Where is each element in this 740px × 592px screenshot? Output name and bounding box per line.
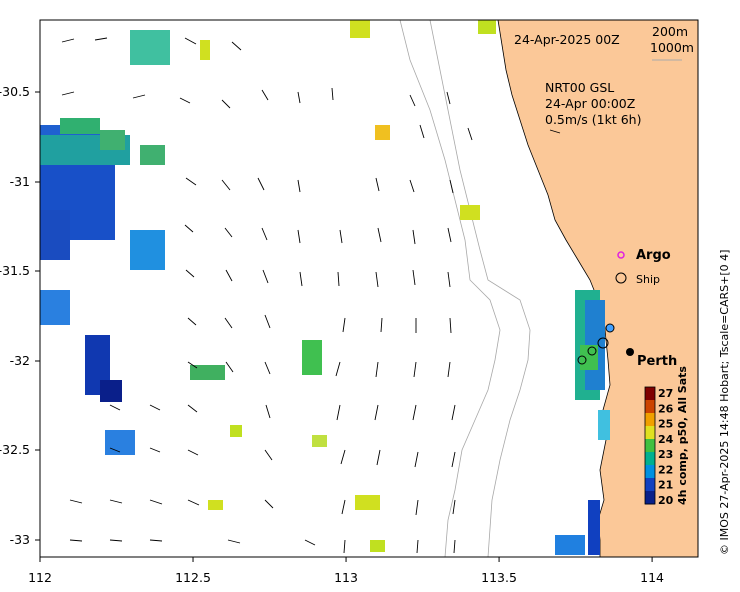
contour-200m [399,19,501,558]
colorbar-tick-label: 24 [658,433,674,446]
colorbar-swatch [645,400,655,414]
current-time: 24-Apr 00:00Z [545,96,635,111]
ship-icon [615,272,627,284]
colorbar-swatch [645,387,655,401]
y-tick-label: -31.5 [0,263,30,278]
colorbar-tick-label: 25 [658,418,673,431]
y-tick-label: -33 [10,532,30,547]
colorbar-tick-label: 23 [658,448,673,461]
credit-text: © IMOS 27-Apr-2025 14:48 Hobart; Tscale=… [718,250,731,555]
x-tick-label: 112 [28,570,52,585]
x-tick-label: 113.5 [481,570,517,585]
colorbar-tick-label: 20 [658,494,674,507]
current-arrows [61,37,561,554]
contour-1000m-label: 1000m [650,40,694,55]
colorbar-border [644,386,656,505]
y-tick-label: -31 [10,174,30,189]
y-tick-label: -32.5 [0,442,30,457]
y-tick-label: -30.5 [0,84,30,99]
colorbar-tick-label: 22 [658,463,673,476]
colorbar-tick-label: 21 [658,479,673,492]
ship-legend-label: Ship [636,273,660,286]
sst-data [40,20,610,555]
x-tick-label: 114 [640,570,664,585]
argo-legend-label: Argo [636,248,671,263]
colorbar-swatch [645,439,655,453]
colorbar-swatch [645,478,655,492]
argo-icon [617,251,625,259]
colorbar-title: 4h comp, p50, All Sats [676,366,689,505]
perth-label: Perth [637,354,677,369]
perth-marker [626,348,634,356]
colorbar-swatch [645,426,655,440]
colorbar-tick-label: 26 [658,402,674,415]
contour-200m-label: 200m [652,24,688,39]
colorbar: 27 26 25 24 23 22 21 20 [644,386,674,507]
colorbar-tick-label: 27 [658,387,673,400]
axes-frame [39,19,699,558]
date-title: 24-Apr-2025 00Z [514,32,620,47]
x-tick-label: 113 [334,570,358,585]
colorbar-swatch [645,413,655,427]
current-product: NRT00 GSL [545,80,614,95]
colorbar-swatch [645,491,655,505]
ship-markers [577,323,615,365]
contour-1000m [429,19,531,558]
y-tick-label: -32 [10,353,30,368]
current-scale: 0.5m/s (1kt 6h) [545,112,641,127]
colorbar-swatch [645,452,655,466]
x-tick-label: 112.5 [175,570,211,585]
colorbar-swatch [645,465,655,479]
y-axis: -30.5 -31 -31.5 -32 -32.5 -33 [0,84,40,547]
